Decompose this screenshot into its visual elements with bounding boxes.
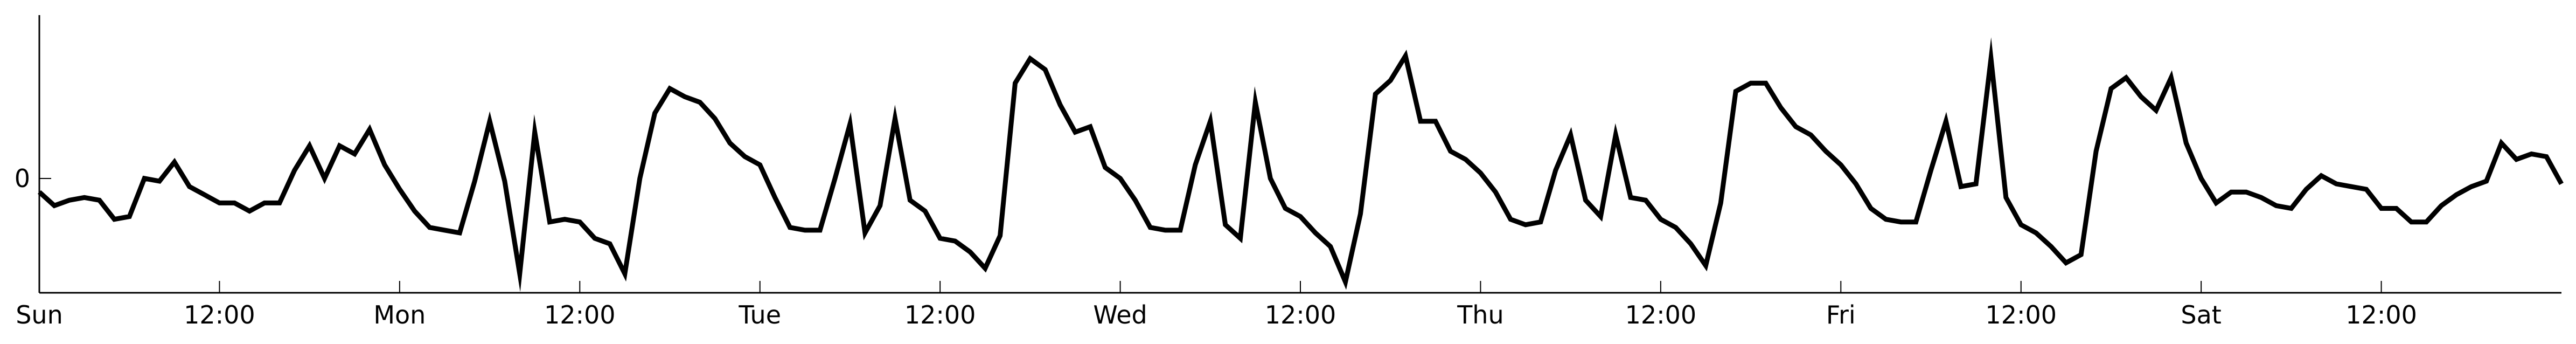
x-tick-label: Sun xyxy=(16,300,63,329)
x-tick-label: Fri xyxy=(1826,300,1856,329)
y-tick-label: 0 xyxy=(15,164,30,193)
ticks-layer xyxy=(39,177,2382,293)
x-tick-label: Thu xyxy=(1457,300,1503,329)
x-tick-label: 12:00 xyxy=(184,300,255,329)
x-tick-label: 12:00 xyxy=(544,300,616,329)
axes-layer xyxy=(38,15,2561,294)
x-tick-label: Sat xyxy=(2181,300,2221,329)
x-tick-label: Wed xyxy=(1093,300,1147,329)
x-tick-label: 12:00 xyxy=(2345,300,2417,329)
x-tick-label: 12:00 xyxy=(1265,300,1336,329)
x-tick-label: Tue xyxy=(738,300,781,329)
series-layer xyxy=(37,37,2564,292)
labels-layer: Sun 12:00 Mon 12:00 Tue 12:00 Wed 12:00 Thu 12:00… xyxy=(15,164,2417,329)
series-line xyxy=(37,37,2564,292)
x-tick-label: 12:00 xyxy=(1985,300,2057,329)
x-tick-label: Mon xyxy=(373,300,426,329)
x-tick-label: 12:00 xyxy=(1625,300,1697,329)
x-tick-label: 12:00 xyxy=(904,300,976,329)
